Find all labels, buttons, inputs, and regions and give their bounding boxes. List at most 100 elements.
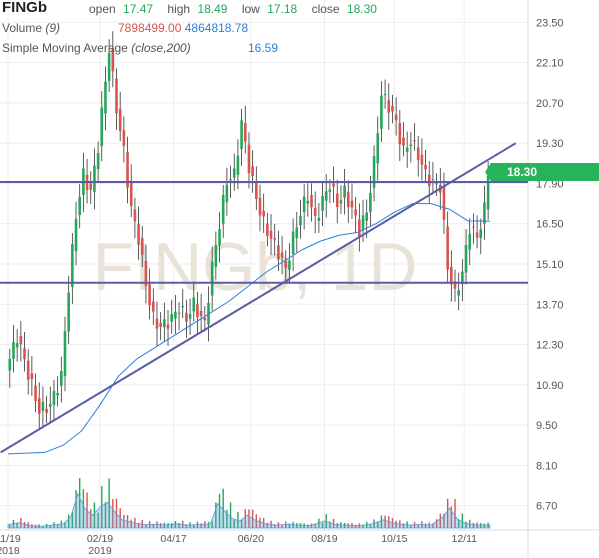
moving-average-line [7,203,491,455]
candle [295,211,299,253]
candle-body [435,183,438,185]
candle-body [60,371,63,386]
candle [225,167,229,216]
volume-pane [9,478,489,528]
candle-body [122,130,126,146]
candle-body [148,284,151,306]
high-label: high [167,2,191,16]
sma-legend: Simple Moving Average (close,200) [2,41,191,55]
candle [324,174,328,218]
candle [107,39,111,92]
candle [269,214,273,256]
volume-value: 7898499.00 [118,21,182,35]
candle [380,81,383,142]
candle [192,281,196,322]
candle-body [192,297,196,312]
candle [483,185,486,241]
candle-body [23,348,26,360]
candle-body [284,261,288,268]
candle [111,31,115,88]
candle-body [475,232,479,238]
candle-body [277,245,280,260]
candle-body [409,144,413,147]
candle-body [328,189,332,193]
ohlc-legend: open 17.47 high 18.49 low 17.18 close 18… [89,2,377,16]
candle-body [461,271,464,285]
candle-body [137,223,140,245]
candle-body [394,114,398,121]
candle-body [391,105,394,112]
candle [74,201,78,266]
candle-body [258,197,262,216]
candle-body [317,217,321,221]
candle-body [288,260,291,270]
candle-body [151,301,155,312]
candle [41,386,45,428]
candle-body [372,156,376,188]
candle [144,245,148,304]
y-tick-label: 16.50 [536,219,564,231]
candle [240,108,243,167]
candle-body [107,53,111,81]
candle-body [63,331,67,377]
x-tick-label: 06/20 [238,533,264,545]
candle-body [104,81,107,114]
candle [310,183,313,222]
candle-body [442,186,446,220]
symbol-name: FINGb [2,0,47,16]
candle-body [67,292,70,332]
candle-body [251,166,254,176]
sma-label: Simple Moving Average [2,41,128,55]
candle-body [464,245,468,273]
candle [210,246,214,311]
candle [317,202,321,233]
candle [151,288,155,326]
last-price-text: 18.30 [507,165,538,179]
candle [288,243,291,283]
low-label: low [241,2,260,16]
candle [299,199,302,239]
candle-body [41,401,45,411]
candle-body [468,233,472,250]
candle [313,191,317,234]
candle-body [218,229,221,246]
candle [273,223,277,256]
candle [405,131,409,168]
candle [424,149,427,181]
candle [19,320,23,362]
candle [306,183,310,217]
candle-body [163,319,166,328]
open-value: 17.47 [123,2,154,16]
candle [402,121,405,157]
candle [391,94,394,124]
candle-body [96,153,100,170]
candle [435,173,438,197]
y-tick-label: 13.70 [536,299,564,311]
low-value: 17.18 [267,2,298,16]
candle-body [380,95,383,129]
volume-average [7,492,491,529]
candle-body [479,229,483,239]
candle-body [358,219,361,237]
candle [409,132,413,163]
candle [255,166,258,210]
candle [431,162,435,195]
candle [479,218,483,255]
candle-body [177,312,181,314]
candle [468,218,472,266]
candle-body [350,200,354,208]
x-tick-label: 04/17 [160,533,186,545]
candle [387,83,391,130]
candle-body [243,123,247,142]
candle-body [483,202,486,224]
candle [464,229,468,285]
candle [140,225,144,268]
candle [122,116,126,163]
candle [100,91,104,162]
candle-body [159,322,162,327]
candle [232,153,236,191]
x-tick-label: 10/15 [381,533,407,545]
candle-body [306,200,310,204]
